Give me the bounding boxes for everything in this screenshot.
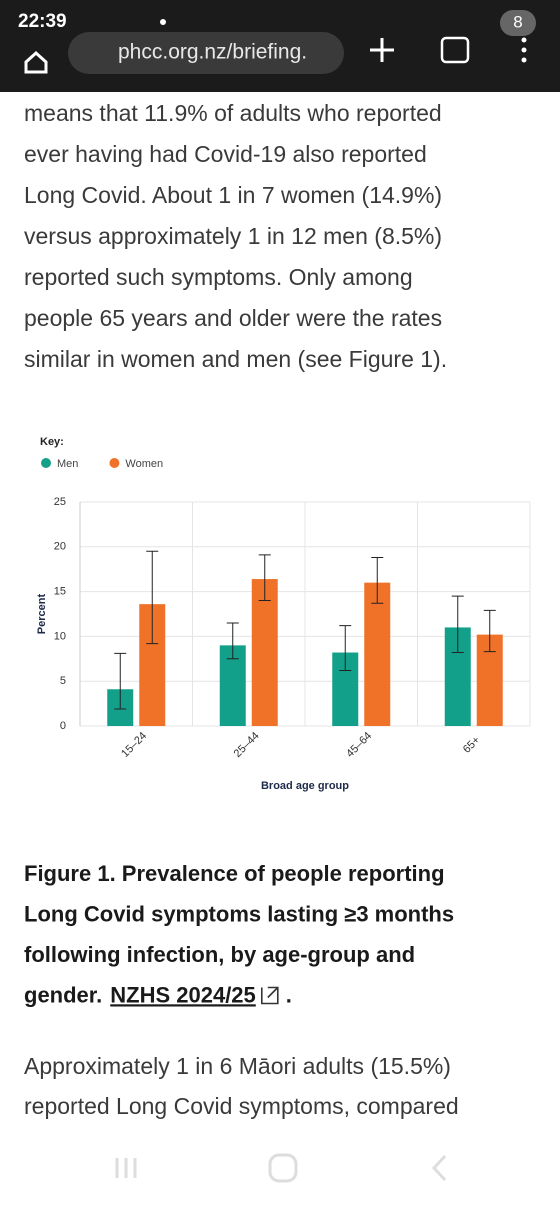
- url: phcc.org.nz/briefing.: [118, 41, 307, 64]
- y-axis-label: Percent: [36, 593, 48, 634]
- y-tick-label: 15: [54, 586, 66, 598]
- error-bar: [146, 550, 159, 645]
- error-bar: [114, 652, 127, 710]
- bar: [251, 579, 278, 726]
- content: means that 11.9% of adults who reported e…: [24, 100, 531, 1119]
- y-tick-label: 20: [54, 541, 66, 553]
- caption-text: gender.: [24, 982, 102, 1007]
- body-text: similar in women and men (see Figure 1).: [24, 346, 447, 372]
- nav-home[interactable]: [268, 1153, 298, 1183]
- external-icon: [260, 986, 279, 1005]
- menu-dot[interactable]: [521, 57, 527, 63]
- error-bar: [483, 609, 496, 653]
- nav-recent[interactable]: [115, 1158, 137, 1178]
- body-text: reported Long Covid symptoms, compared: [24, 1093, 459, 1119]
- body-text: versus approximately 1 in 12 men (8.5%): [24, 223, 442, 249]
- error-bar: [339, 625, 352, 671]
- body-text: means that 11.9% of adults who reported: [24, 100, 442, 126]
- status-dot: [160, 19, 166, 25]
- notif-badge: [500, 10, 536, 36]
- x-axis-label: Broad age group: [261, 780, 349, 792]
- x-tick-label: 25–44: [232, 730, 262, 760]
- tabs-button[interactable]: [440, 36, 470, 64]
- legend-title: Key:: [40, 436, 64, 448]
- clock: 22:39: [18, 11, 67, 32]
- url-bar[interactable]: [68, 32, 344, 74]
- legend-swatch: [109, 458, 120, 468]
- nav-bar: [0, 1140, 560, 1200]
- caption-text: Figure 1. Prevalence of people reporting: [24, 861, 445, 886]
- y-tick-label: 25: [54, 496, 66, 508]
- error-bar: [371, 557, 384, 604]
- caption-text: .: [286, 982, 292, 1007]
- error-bar: [226, 622, 239, 660]
- notif-count: 8: [513, 12, 522, 31]
- body-text: reported such symptoms. Only among: [24, 264, 413, 290]
- legend-label: Men: [57, 458, 78, 470]
- x-tick-label: 15–24: [119, 730, 149, 760]
- y-tick-label: 0: [60, 720, 66, 732]
- error-bar: [258, 554, 271, 602]
- x-tick-label: 65+: [461, 734, 483, 756]
- legend-label: Women: [125, 458, 163, 470]
- body-text: Approximately 1 in 6 Māori adults (15.5%…: [24, 1053, 451, 1079]
- caption-link[interactable]: NZHS 2024/25: [110, 982, 256, 1007]
- menu-dot[interactable]: [521, 47, 527, 53]
- body-text: Long Covid. About 1 in 7 women (14.9%): [24, 182, 442, 208]
- body-text: people 65 years and older were the rates: [24, 305, 442, 331]
- y-tick-label: 5: [60, 675, 66, 687]
- bar: [364, 582, 391, 726]
- home-button[interactable]: [24, 50, 48, 74]
- y-tick-label: 10: [54, 630, 66, 642]
- new-tab[interactable]: [370, 38, 394, 62]
- x-tick-label: 45–64: [344, 730, 374, 760]
- menu-dot[interactable]: [521, 37, 527, 43]
- caption-text: Long Covid symptoms lasting ≥3 months: [24, 901, 454, 926]
- error-bar: [451, 595, 464, 654]
- caption-text: following infection, by age-group and: [24, 942, 415, 967]
- legend-swatch: [41, 458, 51, 468]
- nav-back[interactable]: [431, 1154, 447, 1182]
- body-text: ever having had Covid-19 also reported: [24, 141, 427, 167]
